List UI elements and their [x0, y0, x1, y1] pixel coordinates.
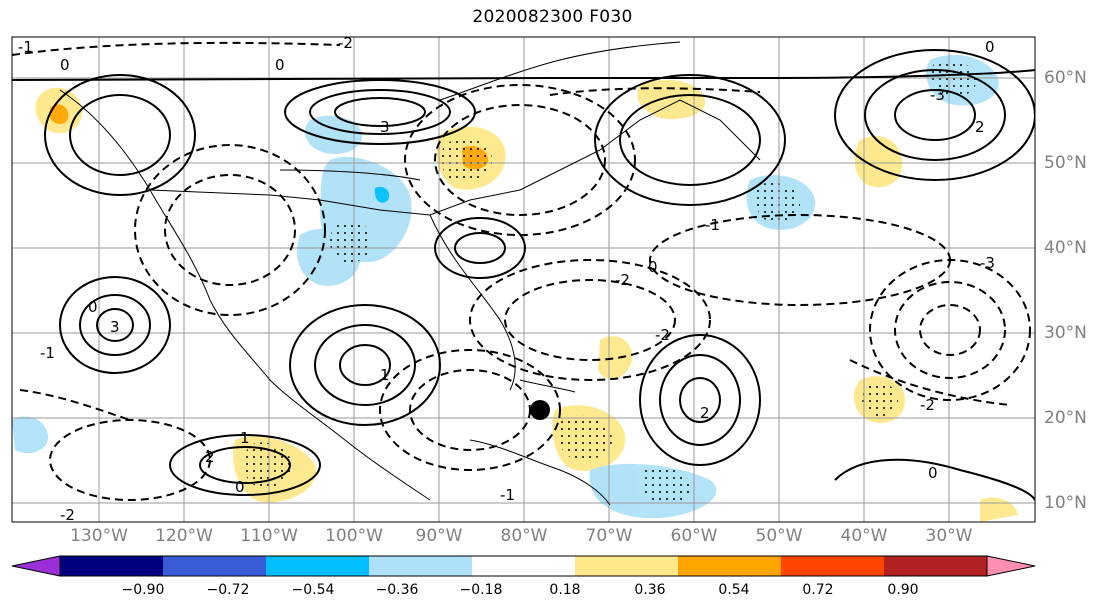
contour-label: 0 [928, 464, 938, 482]
contour-label: -1 [40, 344, 55, 362]
contour-label: -1 [500, 486, 515, 504]
contour-labels: 0 0 0 0 -1 -1 -1 -2 -2 -2 -2 -2 -3 -3 -1… [18, 34, 995, 524]
colorbar-extend-high [986, 555, 1036, 577]
colorbar-segment [781, 556, 884, 576]
contour-label: -2 [920, 396, 935, 414]
contour-label: 0 [648, 258, 658, 276]
contour-label: -2 [338, 34, 353, 52]
lon-label: 50°W [755, 526, 803, 546]
colorbar-tick: 0.18 [549, 582, 581, 598]
colorbar-segment [266, 556, 369, 576]
colorbar-segment [472, 556, 575, 576]
lat-label: 10°N [1044, 493, 1087, 513]
storm-center-marker [530, 400, 550, 420]
colorbar-outline [59, 555, 988, 577]
lon-label: 30°W [925, 526, 973, 546]
chart-title: 2020082300 F030 [472, 7, 633, 27]
colorbar-tick: 0.72 [802, 582, 834, 598]
contour-label: 3 [380, 118, 390, 136]
colorbar-segment [575, 556, 678, 576]
lon-label: 130°W [70, 526, 128, 546]
colorbar-extend-low [11, 555, 61, 577]
contour-label: -2 [615, 271, 630, 289]
lon-label: 90°W [415, 526, 463, 546]
colorbar-segment [678, 556, 781, 576]
colorbar-segment [60, 556, 163, 576]
contour-label: 1 [380, 366, 390, 384]
lat-label: 40°N [1044, 238, 1087, 258]
contour-label: 2 [975, 118, 985, 136]
contour-label: 1 [240, 429, 250, 447]
contour-label: 0 [235, 478, 245, 496]
colorbar-segment [369, 556, 472, 576]
contour-label: 3 [110, 318, 120, 336]
lon-label: 100°W [325, 526, 383, 546]
lon-label: 80°W [500, 526, 548, 546]
contour-label: -2 [655, 326, 670, 344]
weather-map: 0 0 0 0 -1 -1 -1 -2 -2 -2 -2 -2 -3 -3 -1… [11, 34, 1036, 524]
negative-contours [12, 41, 1031, 501]
contour-label: 0 [60, 56, 70, 74]
lon-label: 40°W [840, 526, 888, 546]
lon-label: 110°W [240, 526, 298, 546]
positive-contours [12, 49, 1035, 501]
contour-label: 0 [985, 38, 995, 56]
contour-label: 0 [275, 56, 285, 74]
contour-label: -1 [705, 216, 720, 234]
colorbar-segments [11, 555, 1036, 577]
contour-label: 2 [700, 404, 710, 422]
colorbar-segment [163, 556, 266, 576]
contour-label: -2 [60, 506, 75, 524]
colorbar-tick: 0.90 [887, 582, 919, 598]
colorbar-tick: −0.36 [375, 582, 419, 598]
colorbar [11, 555, 1036, 577]
coastlines [59, 41, 761, 506]
contour-label: 2 [205, 448, 215, 466]
contour-label: -1 [18, 38, 33, 56]
colorbar-tick: −0.72 [206, 582, 250, 598]
contour-label: -3 [930, 86, 945, 104]
map-frame [11, 36, 1036, 523]
contour-label: -3 [980, 254, 995, 272]
lat-label: 60°N [1044, 68, 1087, 88]
colorbar-tick: −0.90 [121, 582, 165, 598]
lat-label: 30°N [1044, 323, 1087, 343]
lon-label: 120°W [155, 526, 213, 546]
lat-label: 50°N [1044, 153, 1087, 173]
contour-label: 0 [88, 298, 98, 316]
colorbar-tick: −0.18 [459, 582, 503, 598]
colorbar-tick: 0.54 [718, 582, 750, 598]
colorbar-segment [884, 556, 987, 576]
lat-label: 20°N [1044, 408, 1087, 428]
colorbar-tick: 0.36 [634, 582, 666, 598]
colorbar-tick: −0.54 [291, 582, 335, 598]
lon-label: 70°W [585, 526, 633, 546]
lon-label: 60°W [670, 526, 718, 546]
